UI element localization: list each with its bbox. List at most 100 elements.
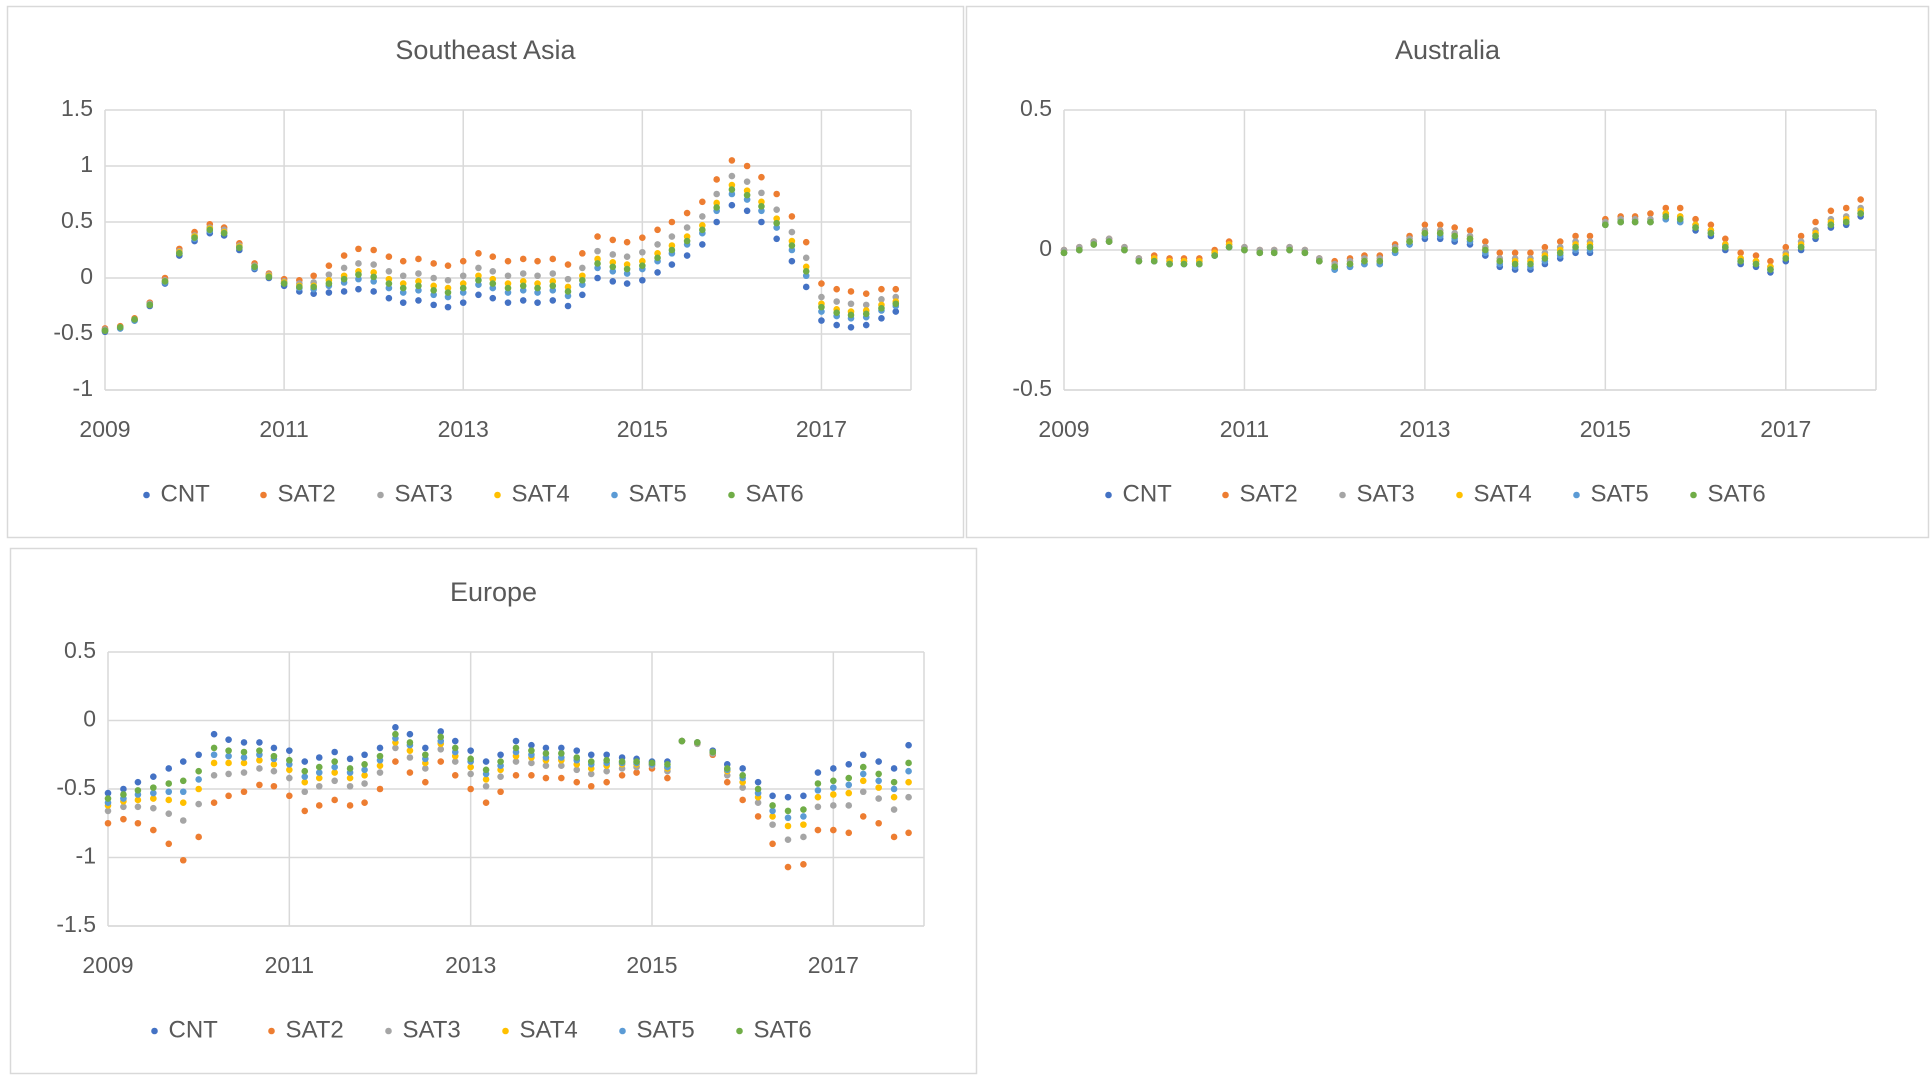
data-point bbox=[1662, 204, 1670, 212]
data-point bbox=[301, 807, 309, 815]
data-point bbox=[286, 766, 293, 774]
legend-marker bbox=[1339, 491, 1346, 499]
data-point bbox=[134, 787, 142, 794]
y-tick-label: -1.5 bbox=[56, 911, 96, 937]
data-point bbox=[1166, 260, 1173, 268]
data-point bbox=[475, 276, 482, 284]
x-tick-label: 2015 bbox=[626, 952, 677, 978]
y-tick-label: 1.5 bbox=[61, 95, 93, 121]
data-point bbox=[1722, 235, 1729, 243]
legend-marker bbox=[377, 491, 384, 499]
data-point bbox=[845, 781, 853, 789]
legend-label: SAT6 bbox=[754, 1016, 812, 1043]
data-point bbox=[847, 288, 855, 295]
data-point bbox=[301, 778, 309, 786]
data-point bbox=[315, 782, 323, 790]
data-point bbox=[1857, 196, 1864, 203]
data-point bbox=[467, 770, 474, 778]
data-point bbox=[370, 246, 377, 254]
data-point bbox=[1241, 246, 1248, 254]
data-point bbox=[1482, 246, 1489, 254]
data-point bbox=[165, 765, 173, 772]
legend-label: SAT4 bbox=[520, 1016, 578, 1043]
data-point bbox=[1812, 218, 1819, 226]
data-point bbox=[1797, 232, 1805, 240]
legend-label: CNT bbox=[161, 480, 211, 507]
y-tick-label: 0 bbox=[80, 263, 93, 289]
data-point bbox=[437, 758, 445, 765]
data-point bbox=[270, 782, 278, 790]
legend-marker bbox=[611, 491, 618, 499]
data-point bbox=[773, 206, 780, 213]
data-point bbox=[104, 819, 112, 827]
legend-marker bbox=[260, 491, 267, 499]
data-point bbox=[355, 260, 362, 267]
data-point bbox=[512, 772, 520, 779]
legend-marker bbox=[1105, 491, 1112, 499]
data-point bbox=[104, 807, 112, 815]
data-point bbox=[150, 784, 157, 791]
legend-marker bbox=[151, 1027, 158, 1035]
data-point bbox=[370, 288, 377, 295]
data-point bbox=[875, 777, 882, 785]
data-point bbox=[392, 724, 399, 731]
data-point bbox=[859, 813, 867, 820]
data-point bbox=[788, 228, 796, 236]
legend-marker bbox=[502, 1027, 509, 1035]
data-point bbox=[788, 242, 796, 249]
data-point bbox=[265, 273, 273, 281]
data-point bbox=[475, 264, 482, 272]
data-point bbox=[270, 744, 278, 752]
data-point bbox=[1827, 221, 1835, 229]
data-point bbox=[415, 297, 422, 304]
data-point bbox=[165, 788, 173, 796]
data-point bbox=[475, 250, 482, 257]
data-point bbox=[618, 758, 626, 765]
data-point bbox=[1466, 227, 1474, 234]
data-point bbox=[270, 761, 278, 768]
data-point bbox=[603, 778, 610, 786]
data-point bbox=[225, 747, 232, 754]
data-point bbox=[415, 255, 422, 263]
data-point bbox=[370, 261, 377, 268]
data-point bbox=[890, 765, 898, 772]
data-point bbox=[683, 237, 691, 245]
data-point bbox=[1782, 243, 1790, 251]
data-point bbox=[668, 218, 676, 226]
data-point bbox=[859, 788, 867, 796]
data-point bbox=[754, 799, 762, 806]
data-point bbox=[1270, 249, 1278, 257]
data-point bbox=[385, 267, 393, 275]
data-point bbox=[683, 252, 691, 259]
data-point bbox=[875, 795, 882, 802]
data-point bbox=[594, 260, 601, 267]
data-point bbox=[1496, 249, 1504, 257]
data-point bbox=[1752, 252, 1760, 259]
data-point bbox=[814, 787, 822, 794]
data-point bbox=[905, 829, 912, 837]
data-point bbox=[862, 290, 870, 297]
data-point bbox=[301, 758, 309, 765]
y-tick-label: 0.5 bbox=[61, 207, 93, 233]
data-point bbox=[1631, 218, 1639, 226]
data-point bbox=[1842, 204, 1850, 212]
data-point bbox=[845, 829, 853, 837]
data-point bbox=[120, 785, 127, 793]
data-point bbox=[1511, 260, 1519, 268]
legend-label: SAT5 bbox=[637, 1016, 695, 1043]
data-point bbox=[256, 781, 263, 789]
data-point bbox=[422, 778, 429, 786]
data-point bbox=[134, 819, 142, 827]
data-point bbox=[437, 745, 445, 753]
data-point bbox=[1436, 221, 1444, 229]
data-point bbox=[579, 291, 586, 299]
data-point bbox=[1827, 207, 1835, 215]
data-point bbox=[1436, 229, 1444, 237]
data-point bbox=[422, 744, 429, 752]
data-point bbox=[892, 285, 900, 293]
data-point bbox=[773, 235, 780, 243]
x-tick-label: 2013 bbox=[445, 952, 496, 978]
data-point bbox=[845, 789, 853, 797]
data-point bbox=[549, 282, 557, 290]
data-point bbox=[179, 758, 187, 765]
